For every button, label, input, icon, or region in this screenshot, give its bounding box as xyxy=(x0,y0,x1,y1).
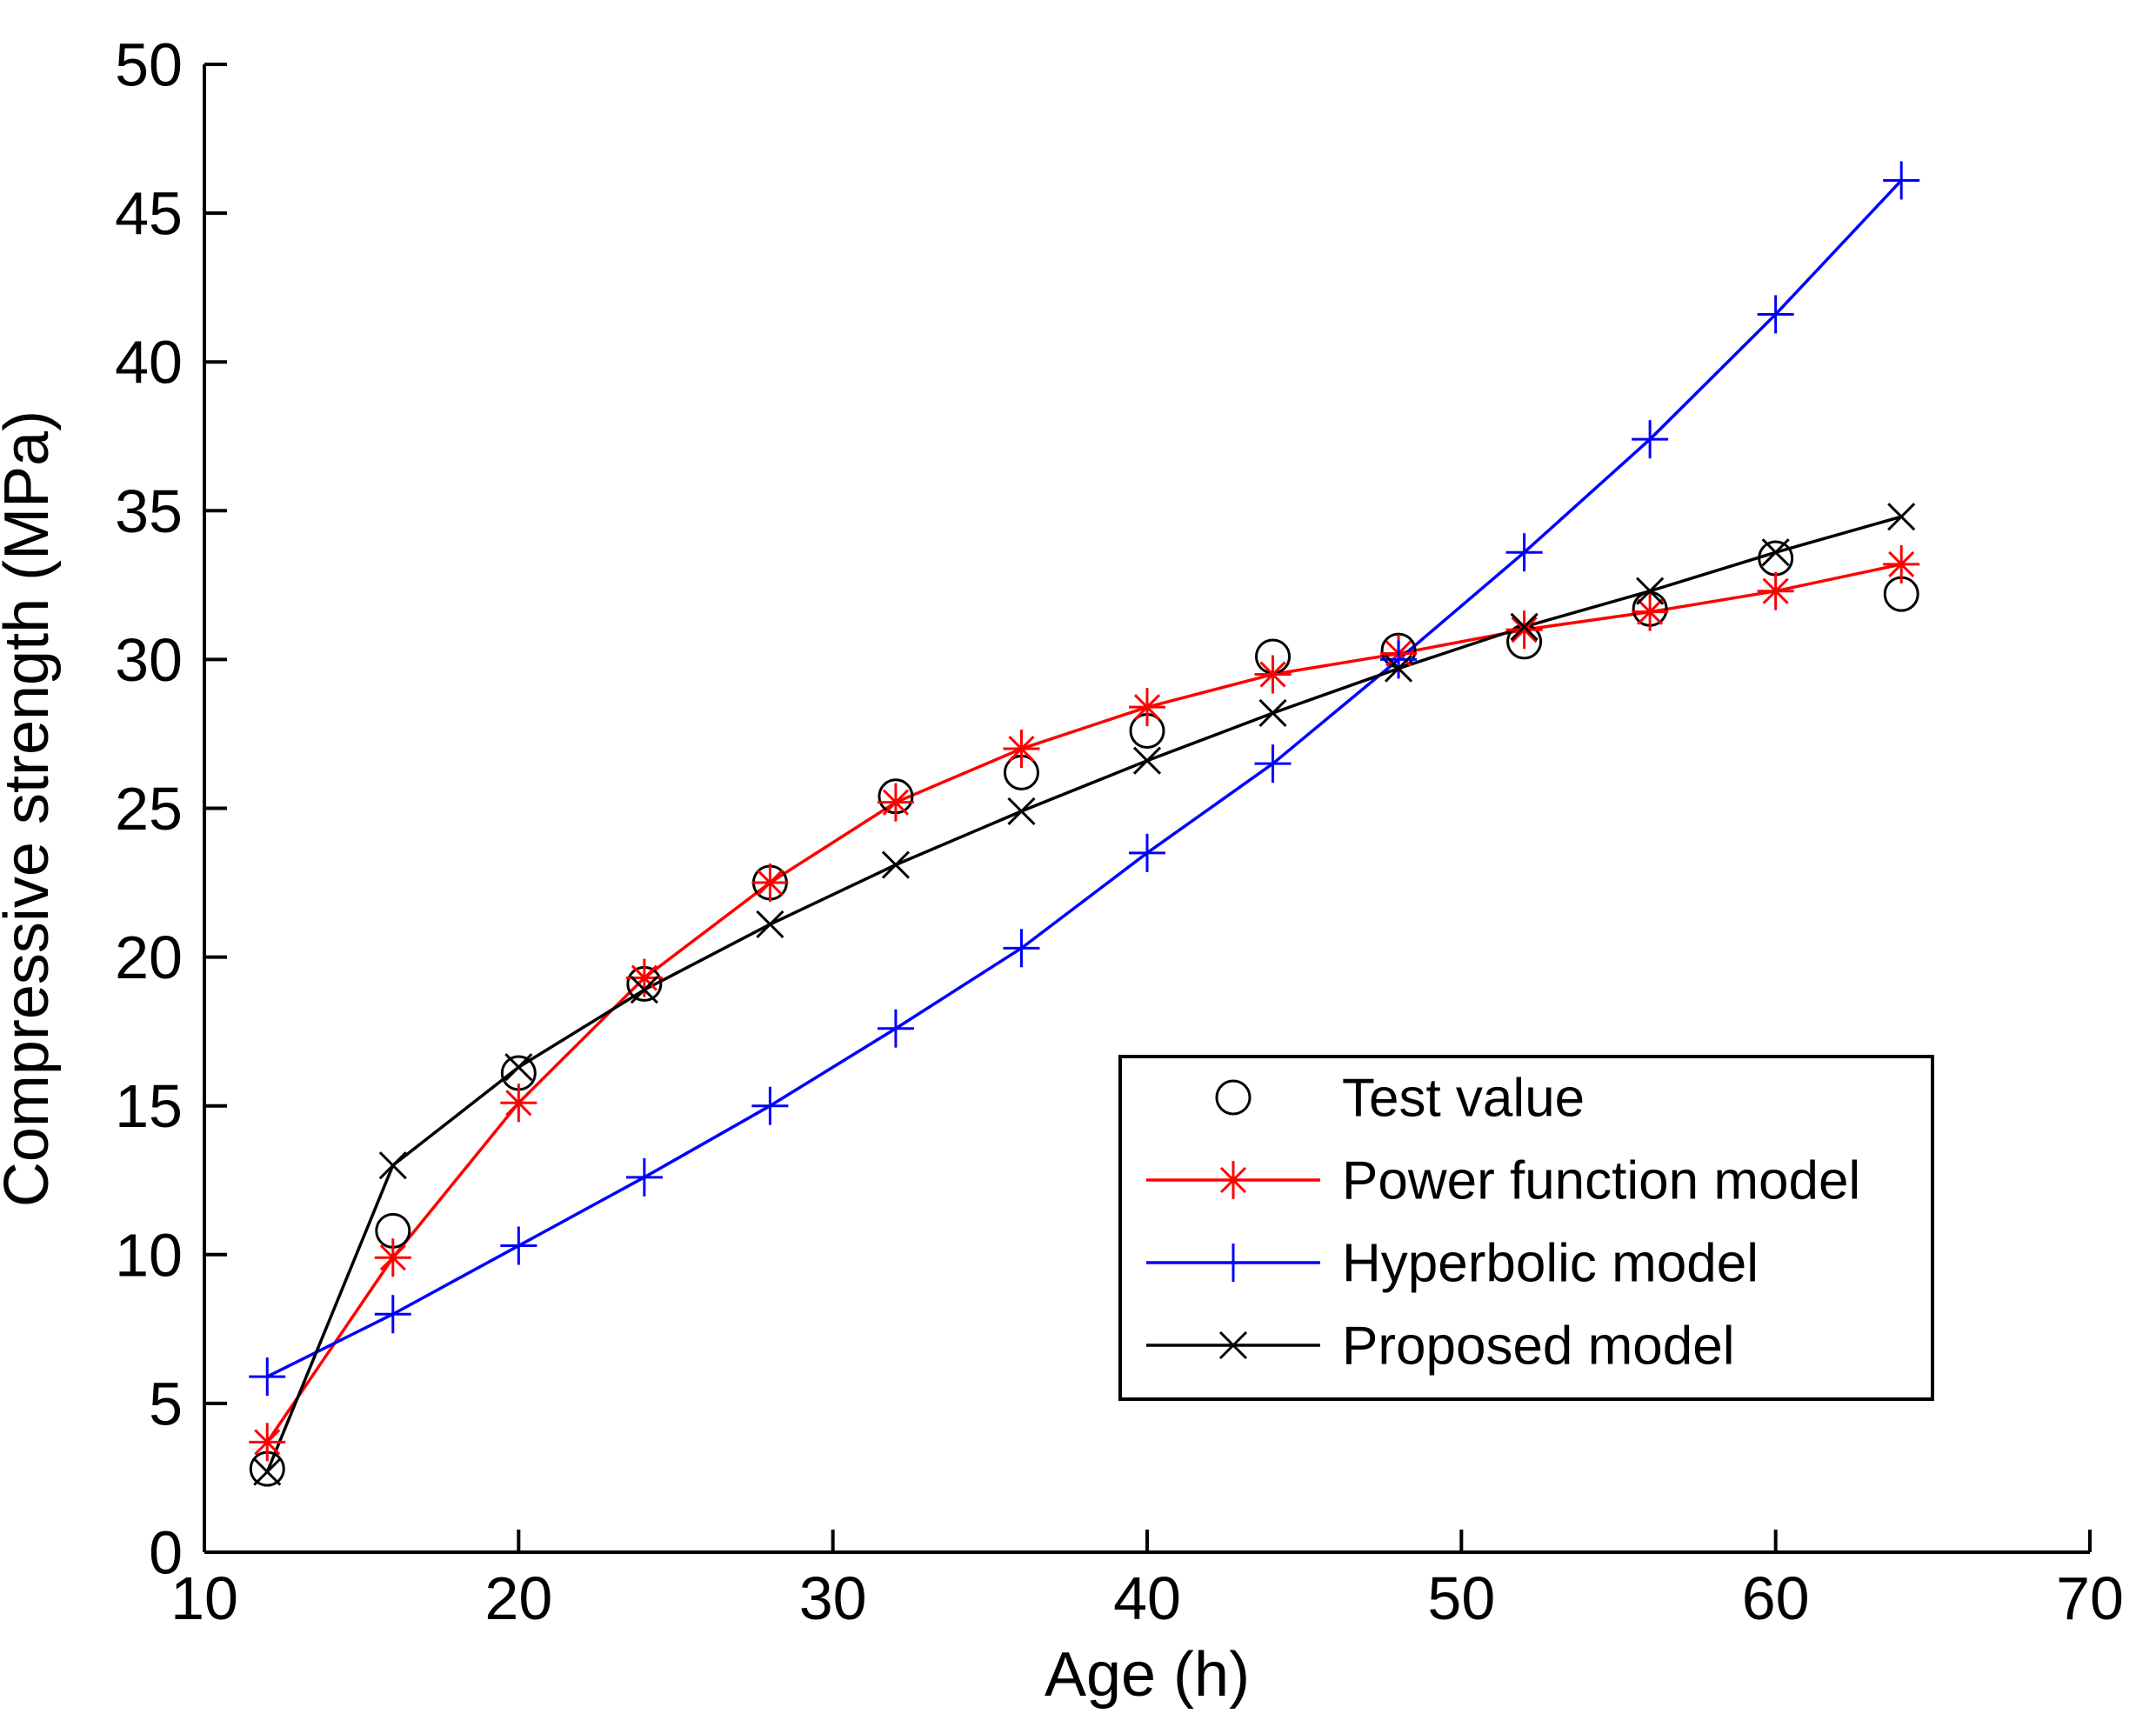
y-tick-label: 0 xyxy=(149,1519,183,1587)
x-tick-label: 50 xyxy=(1427,1564,1495,1632)
y-tick-label: 50 xyxy=(115,31,183,99)
series-proposed-model-marker xyxy=(1510,612,1539,641)
series-power-function-model-marker xyxy=(1511,617,1538,643)
y-tick-label: 25 xyxy=(115,775,183,843)
x-tick-label: 10 xyxy=(170,1564,238,1632)
series-proposed-model-marker xyxy=(378,1151,407,1180)
series-power-function-model-marker xyxy=(254,1429,281,1456)
series-proposed-model-marker xyxy=(630,976,658,1004)
series-power-function-model-marker xyxy=(1133,694,1161,721)
series-proposed-model-marker xyxy=(1385,654,1413,683)
series-hyperbolic-model-line xyxy=(266,179,1903,1378)
series-proposed-model-marker xyxy=(1887,503,1916,531)
series-power-function-model-marker xyxy=(1259,661,1286,688)
x-tick-label: 60 xyxy=(1742,1564,1810,1632)
y-tick-label: 40 xyxy=(115,329,183,397)
legend-item-test-value-marker-icon xyxy=(1215,1079,1252,1116)
series-power-function-model-marker xyxy=(1637,598,1664,625)
series-test-value-marker xyxy=(1758,540,1794,577)
series-power-function-model-marker xyxy=(757,869,784,897)
series-power-function-model-marker xyxy=(505,1090,532,1117)
y-tick-label: 45 xyxy=(115,180,183,248)
y-tick-label: 15 xyxy=(115,1072,183,1140)
x-tick-label: 30 xyxy=(799,1564,867,1632)
series-power-function-model-marker xyxy=(631,964,657,991)
series-proposed-model-marker xyxy=(1761,538,1790,567)
series-power-function-model-marker xyxy=(882,789,909,816)
legend-item-proposed-model-marker-icon xyxy=(1218,1330,1248,1360)
series-proposed-model-marker xyxy=(1132,746,1162,775)
series-proposed-model-marker xyxy=(756,910,784,939)
legend-item-proposed-model-label: Proposed model xyxy=(1342,1317,1735,1377)
series-power-function-model-line xyxy=(265,563,1902,1444)
y-axis-label: Compressive strength (MPa) xyxy=(0,410,62,1207)
x-tick-label: 70 xyxy=(2056,1564,2124,1632)
series-power-function-model-marker xyxy=(1888,550,1915,577)
series-proposed-model-marker xyxy=(504,1053,533,1082)
series-proposed-model-marker xyxy=(1636,577,1665,605)
x-tick-label: 40 xyxy=(1113,1564,1181,1632)
series-proposed-model-marker xyxy=(253,1457,282,1486)
legend-item-power-function-model-marker-icon xyxy=(1219,1166,1247,1194)
series-proposed-model-marker xyxy=(881,850,910,879)
legend-item-hyperbolic-model-label: Hyperbolic model xyxy=(1342,1234,1759,1294)
y-tick-label: 35 xyxy=(115,477,183,545)
x-axis-label: Age (h) xyxy=(1045,1640,1250,1710)
series-power-function-model-marker xyxy=(379,1244,406,1271)
legend-box xyxy=(1118,1055,1934,1401)
series-proposed-model-line xyxy=(265,515,1902,1473)
y-tick-label: 20 xyxy=(115,924,183,991)
series-power-function-model-marker xyxy=(1762,577,1789,604)
y-tick-label: 10 xyxy=(115,1221,183,1289)
legend-item-power-function-model-label: Power function model xyxy=(1342,1151,1860,1211)
series-power-function-model-marker xyxy=(1008,735,1035,763)
plot-area: 10 20 30 40 50 60 70 0 5 10 15 20 25 30 35 40 45 50 Test v… xyxy=(115,31,2124,1633)
x-tick-label: 20 xyxy=(484,1564,552,1632)
legend-item-test-value-label: Test value xyxy=(1342,1069,1585,1129)
y-tick-label: 5 xyxy=(149,1370,183,1437)
y-tick-label: 30 xyxy=(115,626,183,694)
series-proposed-model-marker xyxy=(1007,797,1036,825)
series-proposed-model-marker xyxy=(1258,698,1287,728)
